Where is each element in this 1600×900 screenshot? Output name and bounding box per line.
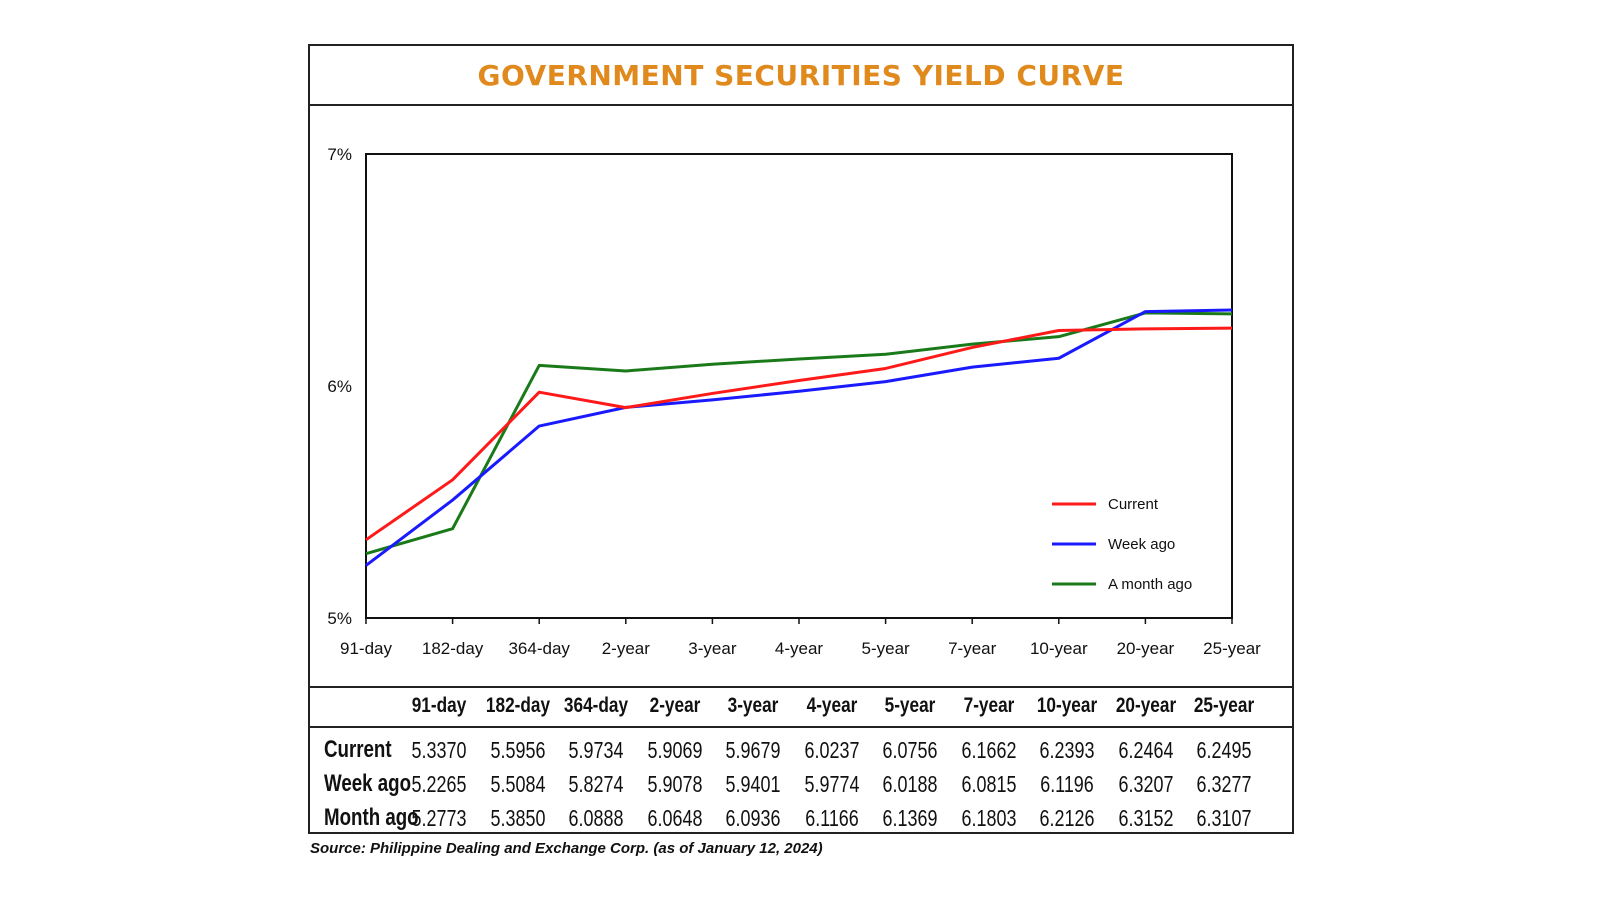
table-cell: 6.2393 (1039, 737, 1095, 763)
table-header-cell: 5-year (884, 694, 936, 717)
table-header-cell: 20-year (1115, 694, 1176, 717)
table-cell: 6.0888 (568, 805, 624, 831)
table-cell: 5.9734 (568, 737, 624, 763)
table-cell: 6.2126 (1039, 805, 1095, 831)
x-tick-label: 4-year (775, 639, 824, 658)
table-cell: 5.8274 (568, 771, 624, 797)
table-header-cell: 4-year (806, 694, 857, 717)
title-bar: GOVERNMENT SECURITIES YIELD CURVE (310, 46, 1292, 106)
series-line-a-month-ago (365, 311, 1233, 556)
table-row: Month ago 5.2773 5.3850 6.0888 6.0648 6.0936 6… (310, 802, 1292, 836)
table-cell: 5.9078 (647, 771, 702, 797)
table-cell: 6.1196 (1040, 771, 1094, 797)
x-tick-label: 364-day (508, 639, 570, 658)
table-header-row: 91-day 182-day 364-day 2-year 3-year 4-year 5-… (310, 686, 1292, 728)
table-cell: 6.3107 (1196, 805, 1252, 831)
x-tick-label: 7-year (948, 639, 997, 658)
table-header-cell: 182-day (485, 694, 550, 717)
table-cell: 5.2773 (411, 805, 467, 831)
x-tick-label: 20-year (1117, 639, 1175, 658)
table-header-cell: 7-year (963, 694, 1014, 717)
x-tick-label: 10-year (1030, 639, 1088, 658)
table-cell: 6.3152 (1118, 805, 1173, 831)
table-cell: 6.2495 (1196, 737, 1252, 763)
series-line-week-ago (365, 308, 1233, 567)
table-cell: 6.3207 (1118, 771, 1173, 797)
table-cell: 6.0237 (804, 737, 859, 763)
x-tick-label: 91-day (340, 639, 392, 658)
table-cell: 5.9401 (725, 771, 781, 797)
table-cell: 6.2464 (1118, 737, 1173, 763)
table-cell: 6.0188 (882, 771, 938, 797)
x-tick-label: 2-year (602, 639, 651, 658)
x-tick-label: 25-year (1203, 639, 1261, 658)
table-cell: 6.0936 (725, 805, 781, 831)
table-cell: 5.9774 (804, 771, 859, 797)
table-cell: 6.1662 (961, 737, 1016, 763)
table-header-cell: 3-year (727, 694, 779, 717)
table-cell: 5.3850 (490, 805, 545, 831)
plot-area-border (365, 153, 1233, 619)
table-cell: 5.5084 (490, 771, 545, 797)
table-cell: 5.9069 (647, 737, 702, 763)
series-line-current (365, 326, 1233, 542)
chart-title: GOVERNMENT SECURITIES YIELD CURVE (477, 58, 1125, 92)
table-row-label: Month ago (324, 804, 419, 831)
table-cell: 6.3277 (1196, 771, 1252, 797)
table-row-label: Week ago (324, 770, 412, 797)
table-header-cell: 91-day (411, 694, 467, 717)
yield-curve-chart: 7% 6% 5% 91-day 182-day 364-day 2-year 3-year 4-… (327, 145, 1261, 658)
table-row-label: Current (324, 736, 392, 763)
table-cell: 5.9679 (725, 737, 781, 763)
source-note: Source: Philippine Dealing and Exchange … (310, 840, 823, 857)
table-cell: 5.3370 (411, 737, 467, 763)
table-cell: 6.1166 (804, 805, 859, 831)
table-cell: 6.0815 (961, 771, 1016, 797)
legend-label-a-month-ago: A month ago (1108, 576, 1192, 593)
yield-table: 91-day 182-day 364-day 2-year 3-year 4-year 5-… (310, 686, 1292, 832)
table-header-cell: 2-year (649, 694, 700, 717)
legend-label-current: Current (1108, 496, 1159, 513)
table-cell: 6.1369 (882, 805, 938, 831)
legend-label-week-ago: Week ago (1108, 536, 1175, 553)
table-cell: 5.5956 (490, 737, 545, 763)
y-tick-label: 5% (327, 609, 352, 628)
table-header-cell: 25-year (1193, 694, 1255, 717)
table-cell: 6.0648 (647, 805, 702, 831)
y-tick-label: 6% (327, 377, 352, 396)
x-tick-label: 3-year (688, 639, 737, 658)
chart-frame: GOVERNMENT SECURITIES YIELD CURVE 7% 6% 5%… (308, 44, 1294, 834)
table-cell: 6.0756 (882, 737, 938, 763)
table-header-cell: 10-year (1036, 694, 1098, 717)
table-cell: 5.2265 (411, 771, 467, 797)
table-row: Current 5.3370 5.5956 5.9734 5.9069 5.9679 6.0… (310, 734, 1292, 768)
table-cell: 6.1803 (961, 805, 1016, 831)
y-tick-label: 7% (327, 145, 352, 164)
x-tick-label: 5-year (862, 639, 911, 658)
table-row: Week ago 5.2265 5.5084 5.8274 5.9078 5.9401 5.… (310, 768, 1292, 802)
table-header-cell: 364-day (563, 694, 629, 717)
x-tick-label: 182-day (422, 639, 484, 658)
